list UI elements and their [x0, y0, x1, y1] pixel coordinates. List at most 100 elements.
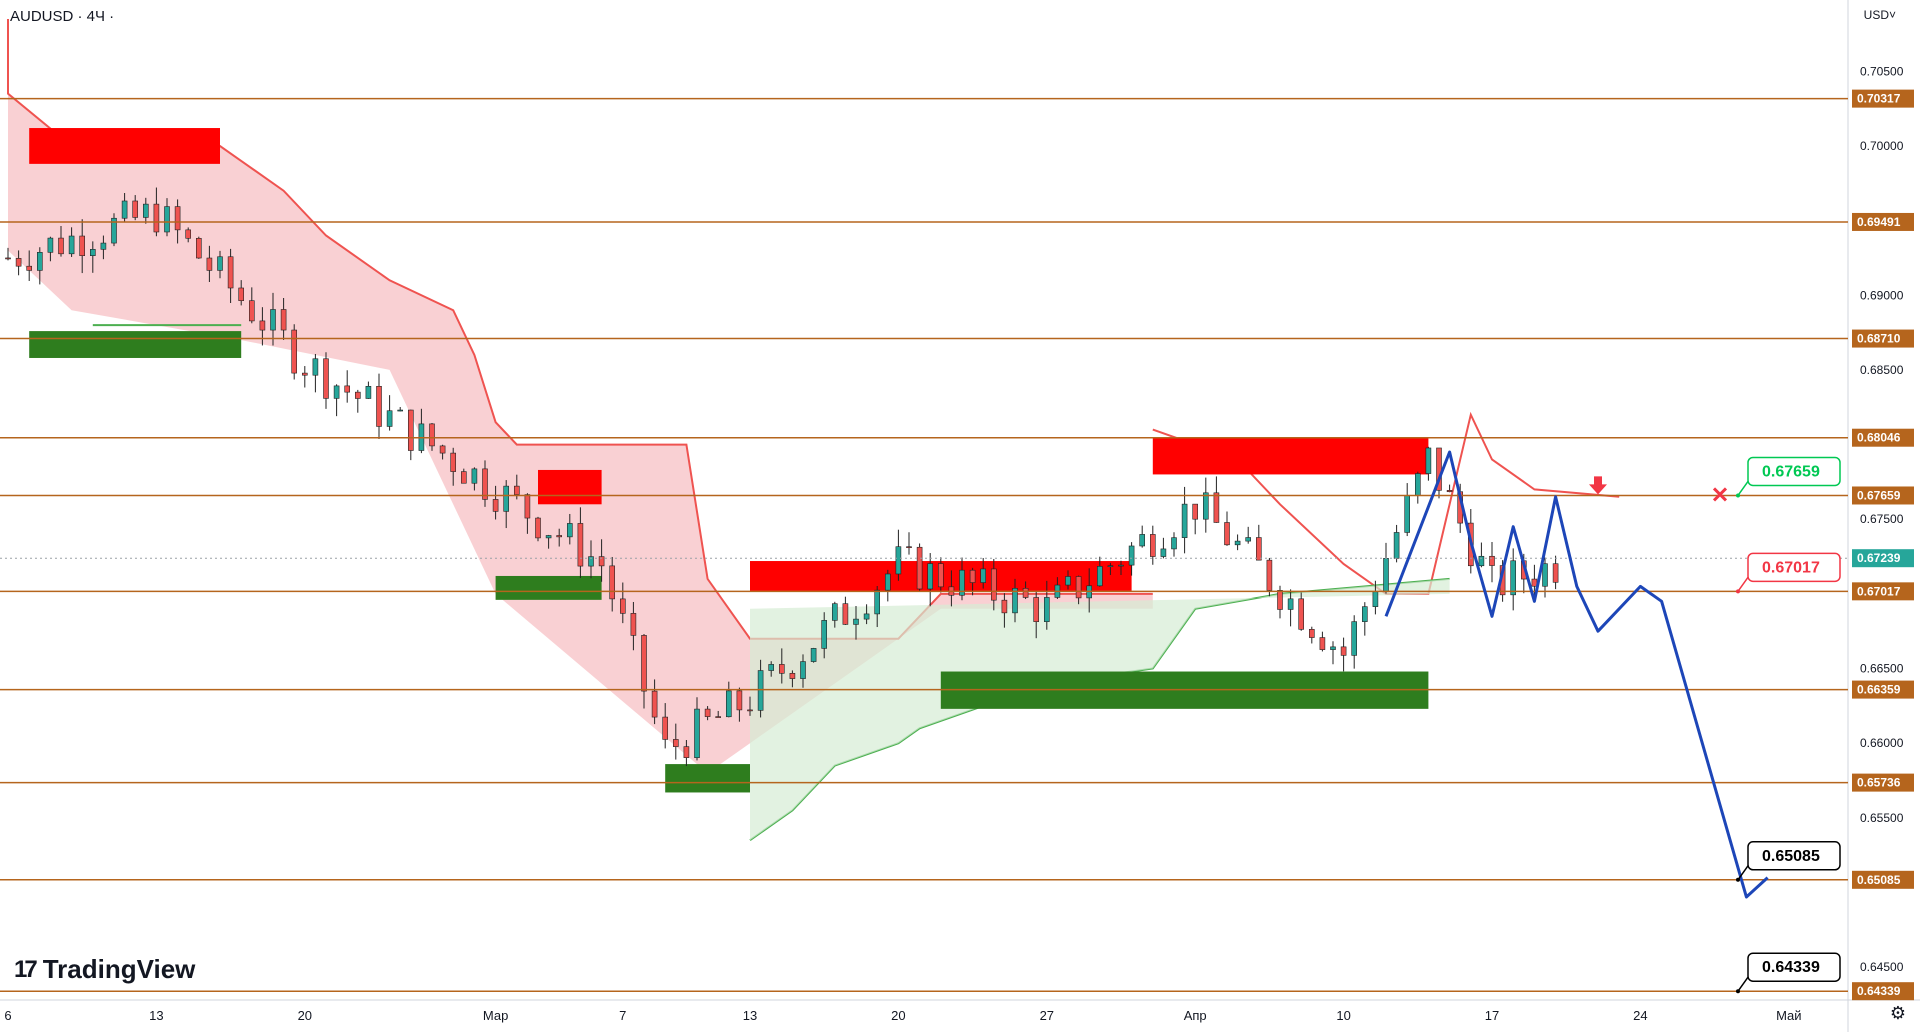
- candle-body: [906, 546, 912, 548]
- y-tick-label: 0.69000: [1860, 288, 1904, 302]
- candle-body: [1107, 565, 1114, 567]
- candle-body: [312, 358, 319, 376]
- candle-body: [821, 620, 828, 649]
- candle-body: [132, 200, 138, 218]
- sell-arrow-icon: [1589, 476, 1607, 495]
- entry-callout-leader: [1737, 576, 1749, 592]
- candle-body: [365, 385, 372, 399]
- level-price-tag: [1852, 212, 1914, 231]
- candle-body: [121, 200, 128, 219]
- x-tick-label: 27: [1040, 1008, 1054, 1023]
- gear-icon[interactable]: ⚙: [1889, 1003, 1906, 1023]
- candle-body: [1266, 559, 1273, 591]
- support-zone: [665, 764, 750, 793]
- candle-body: [1012, 588, 1018, 614]
- candle-body: [1044, 597, 1050, 622]
- target2-callout-leader: [1737, 976, 1749, 992]
- level-price-tag-text: 0.67659: [1857, 488, 1901, 502]
- candle-body: [79, 235, 85, 256]
- level-price-tag-text: 0.66359: [1857, 683, 1901, 697]
- candle-body: [1478, 555, 1485, 567]
- candle-body: [249, 300, 255, 322]
- close-icon: [1712, 487, 1728, 502]
- level-price-tag: [1852, 428, 1914, 447]
- candle-body: [980, 568, 987, 583]
- candle-body: [1298, 598, 1304, 630]
- candle-body: [800, 661, 806, 679]
- candle-body: [927, 563, 934, 590]
- candle-body: [1404, 495, 1410, 533]
- level-price-tag-text: 0.67017: [1857, 584, 1901, 598]
- level-price-tag: [1852, 582, 1914, 601]
- candle-body: [259, 320, 266, 331]
- candle-body: [1393, 532, 1400, 559]
- take-profit-callout-leader: [1737, 481, 1749, 496]
- candle-body: [1510, 560, 1516, 596]
- candle-body: [47, 237, 54, 253]
- candle-body: [524, 494, 531, 519]
- candle-body: [1552, 563, 1559, 583]
- candle-body: [1181, 503, 1188, 538]
- entry-callout-box: [1747, 552, 1841, 583]
- level-price-tag-text: 0.68710: [1857, 332, 1901, 346]
- candle-body: [439, 445, 446, 454]
- candle-body: [831, 603, 838, 621]
- candle-body: [270, 309, 276, 331]
- candle-body: [323, 358, 329, 399]
- target2-callout-text: 0.64339: [1762, 959, 1820, 976]
- candle-body: [651, 690, 658, 718]
- candle-body: [1340, 646, 1347, 656]
- candle-body: [1033, 597, 1039, 622]
- candle-body: [566, 523, 573, 538]
- candle-body: [407, 409, 414, 451]
- candle-body: [1383, 558, 1389, 593]
- candle-body: [715, 716, 722, 718]
- candle-body: [1075, 576, 1082, 599]
- candle-body: [1372, 591, 1379, 607]
- tradingview-logo: 17 TradingView: [14, 954, 195, 985]
- candle-body: [238, 287, 244, 301]
- y-tick-label: 0.66500: [1860, 662, 1904, 676]
- candle-body: [545, 535, 552, 539]
- x-tick-label: Мар: [483, 1008, 508, 1023]
- candle-body: [1489, 555, 1495, 566]
- candle-body: [1160, 548, 1167, 557]
- candle-body: [333, 385, 340, 399]
- candle-body: [1277, 590, 1283, 610]
- y-tick-label: 0.70500: [1860, 64, 1904, 78]
- x-tick-label: 6: [4, 1008, 11, 1023]
- level-price-tag: [1852, 89, 1914, 108]
- candle-body: [683, 746, 690, 758]
- x-tick-label: 7: [619, 1008, 626, 1023]
- symbol-title[interactable]: AUDUSD · 4Ч ·: [10, 8, 115, 25]
- candle-body: [789, 673, 796, 679]
- candle-body: [810, 648, 817, 662]
- support-zone: [29, 331, 242, 358]
- level-price-tag-text: 0.69491: [1857, 215, 1901, 229]
- y-tick-label: 0.66000: [1860, 736, 1904, 750]
- x-tick-label: 20: [891, 1008, 905, 1023]
- y-tick-label: 0.64500: [1860, 960, 1904, 974]
- candle-body: [609, 565, 616, 600]
- candle-body: [757, 670, 764, 711]
- resistance-zone: [1152, 437, 1429, 475]
- candle-body: [619, 598, 626, 614]
- x-tick-label: 24: [1633, 1008, 1647, 1023]
- candle-body: [672, 739, 679, 747]
- candle-body: [1022, 588, 1029, 598]
- candle-body: [482, 468, 488, 500]
- candle-body: [736, 690, 743, 711]
- forecast-path-line: [1384, 450, 1769, 899]
- x-tick-label: Май: [1776, 1008, 1801, 1023]
- candle-body: [1139, 534, 1145, 547]
- level-price-tag: [1852, 680, 1914, 699]
- currency-selector[interactable]: USD˅: [1863, 8, 1896, 22]
- candle-body: [641, 635, 647, 692]
- candle-body: [842, 603, 849, 625]
- candle-body: [429, 423, 435, 447]
- candle-body: [90, 249, 96, 256]
- level-price-tag: [1852, 329, 1914, 348]
- candle-body: [1213, 492, 1220, 523]
- level-price-tag-text: 0.70317: [1857, 92, 1901, 106]
